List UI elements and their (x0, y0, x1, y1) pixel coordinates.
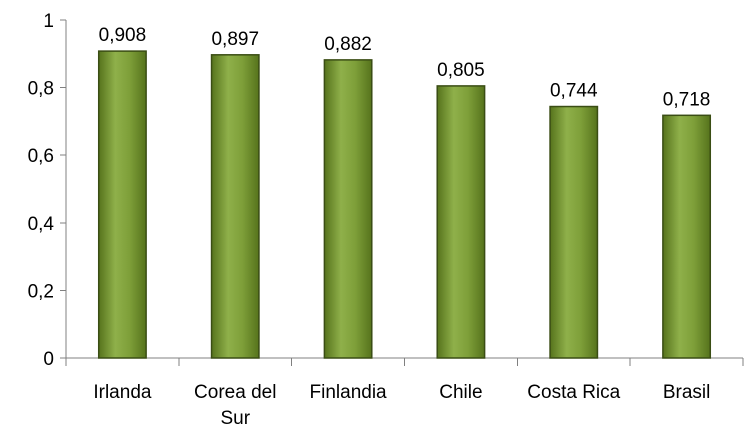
x-tick-label: Corea del Sur (194, 382, 276, 429)
x-tick-label-line: Costa Rica (527, 382, 620, 403)
x-tick-label: Chile (439, 382, 482, 403)
x-tick-label-line: Brasil (663, 382, 711, 403)
x-tick-label-line: Finlandia (310, 382, 388, 403)
y-tick-label: 1 (43, 11, 54, 32)
bar (550, 107, 597, 358)
x-tick-label-line: Chile (439, 382, 482, 403)
y-tick-label: 0,4 (28, 214, 55, 235)
bar (99, 51, 146, 358)
x-tick-label-line: Irlanda (93, 382, 152, 403)
x-tick-label-line: Sur (220, 408, 250, 429)
x-tick-label: Finlandia (310, 382, 388, 403)
bar (437, 86, 484, 358)
data-label: 0,897 (211, 29, 259, 50)
bar (663, 115, 710, 358)
x-tick-label: Irlanda (93, 382, 152, 403)
x-tick-label: Brasil (663, 382, 711, 403)
y-tick-label: 0,2 (28, 281, 54, 302)
x-axis: Irlanda Corea del Sur Finlandia Chile Costa R… (66, 358, 743, 429)
y-tick-label: 0 (43, 349, 54, 370)
data-label: 0,744 (550, 81, 598, 102)
data-label: 0,805 (437, 60, 485, 81)
data-labels: 0,908 0,897 0,882 0,805 0,744 0,718 (99, 25, 711, 110)
bar (324, 60, 371, 358)
x-tick-label-line: Corea del (194, 382, 276, 403)
data-label: 0,882 (324, 34, 372, 55)
y-tick-label: 0,8 (28, 79, 54, 100)
x-tick-label: Costa Rica (527, 382, 620, 403)
data-label: 0,908 (99, 25, 147, 46)
y-axis: 0 0,2 0,4 0,6 0,8 1 (28, 11, 66, 370)
y-tick-label: 0,6 (28, 146, 54, 167)
bar (212, 55, 259, 358)
data-label: 0,718 (663, 89, 711, 110)
bars (99, 51, 711, 358)
